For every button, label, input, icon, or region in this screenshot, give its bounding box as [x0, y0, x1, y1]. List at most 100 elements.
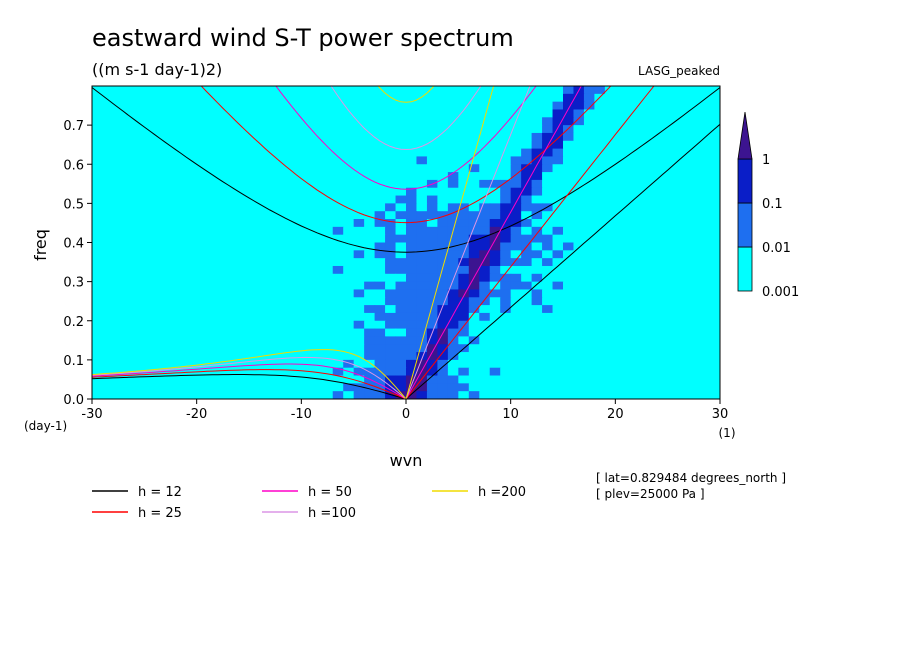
power-cell [207, 320, 219, 330]
power-cell [385, 234, 397, 244]
power-cell [207, 125, 219, 134]
power-cell [573, 359, 585, 369]
power-cell [521, 211, 533, 220]
power-cell [92, 320, 104, 330]
power-cell [238, 156, 250, 165]
power-cell [667, 132, 679, 142]
power-cell [385, 250, 397, 259]
power-cell [154, 86, 166, 95]
power-cell [500, 187, 512, 197]
power-cell [604, 132, 616, 142]
power-cell [667, 359, 679, 369]
power-cell [269, 109, 281, 118]
level-annotation: [ plev=25000 Pa ] [596, 487, 705, 501]
power-cell [175, 375, 187, 384]
power-cell [604, 352, 616, 361]
power-cell [646, 211, 658, 220]
power-cell [667, 336, 679, 345]
y-tick-label: 0.6 [63, 158, 84, 173]
power-cell [426, 281, 438, 291]
power-cell [196, 273, 208, 283]
power-cell [437, 367, 449, 377]
power-cell [269, 164, 281, 173]
power-cell [531, 359, 543, 369]
power-cell [447, 359, 459, 369]
power-cell [678, 187, 690, 197]
power-cell [353, 367, 365, 377]
power-cell [437, 265, 449, 275]
power-cell [437, 86, 449, 95]
power-cell [395, 367, 407, 377]
power-cell [678, 312, 690, 322]
power-cell [657, 140, 669, 150]
power-cell [364, 305, 376, 314]
power-cell [563, 359, 575, 369]
power-cell [364, 211, 376, 220]
power-cell [353, 273, 365, 283]
power-cell [479, 250, 491, 259]
power-cell [667, 203, 679, 212]
power-cell [657, 367, 669, 377]
power-cell [542, 226, 554, 236]
power-cell [583, 140, 595, 150]
power-cell [657, 328, 669, 337]
power-cell [625, 132, 637, 142]
power-cell [426, 250, 438, 259]
power-cell [102, 226, 114, 236]
power-cell [699, 273, 711, 283]
power-cell [259, 125, 271, 134]
power-cell [709, 391, 720, 399]
power-cell [709, 367, 720, 377]
power-cell [249, 109, 261, 118]
power-cell [217, 281, 229, 291]
power-cell [207, 101, 219, 111]
power-cell [510, 265, 522, 275]
power-cell [657, 391, 669, 399]
power-cell [217, 383, 229, 392]
power-cell [133, 391, 145, 399]
power-cell [426, 226, 438, 236]
power-cell [667, 156, 679, 165]
power-cell [186, 281, 198, 291]
power-cell [332, 203, 344, 212]
power-cell [238, 93, 250, 103]
power-cell [416, 391, 428, 399]
power-cell [479, 289, 491, 298]
power-cell [500, 328, 512, 337]
power-cell [636, 125, 648, 134]
power-cell [144, 179, 156, 189]
power-cell [500, 156, 512, 165]
x-tick-label: -30 [81, 407, 102, 422]
power-cell [343, 156, 355, 165]
power-cell [521, 109, 533, 118]
power-cell [290, 109, 302, 118]
power-cell [563, 203, 575, 212]
power-cell [332, 344, 344, 353]
power-cell [228, 281, 240, 291]
power-cell [667, 172, 679, 181]
power-cell [249, 203, 261, 212]
power-cell [102, 203, 114, 212]
power-cell [112, 203, 124, 212]
power-cell [395, 375, 407, 384]
power-cell [269, 320, 281, 330]
power-cell [615, 320, 627, 330]
power-cell [249, 140, 261, 150]
power-cell [217, 211, 229, 220]
power-cell [123, 281, 135, 291]
power-cell [269, 312, 281, 322]
power-cell [531, 226, 543, 236]
power-cell [426, 375, 438, 384]
power-cell [583, 242, 595, 251]
power-cell [510, 258, 522, 267]
power-cell [437, 148, 449, 158]
power-cell [657, 86, 669, 95]
power-cell [269, 344, 281, 353]
power-cell [426, 140, 438, 150]
power-cell [175, 383, 187, 392]
power-cell [667, 211, 679, 220]
power-cell [332, 297, 344, 306]
power-cell [406, 117, 418, 126]
power-cell [269, 305, 281, 314]
power-cell [374, 359, 386, 369]
